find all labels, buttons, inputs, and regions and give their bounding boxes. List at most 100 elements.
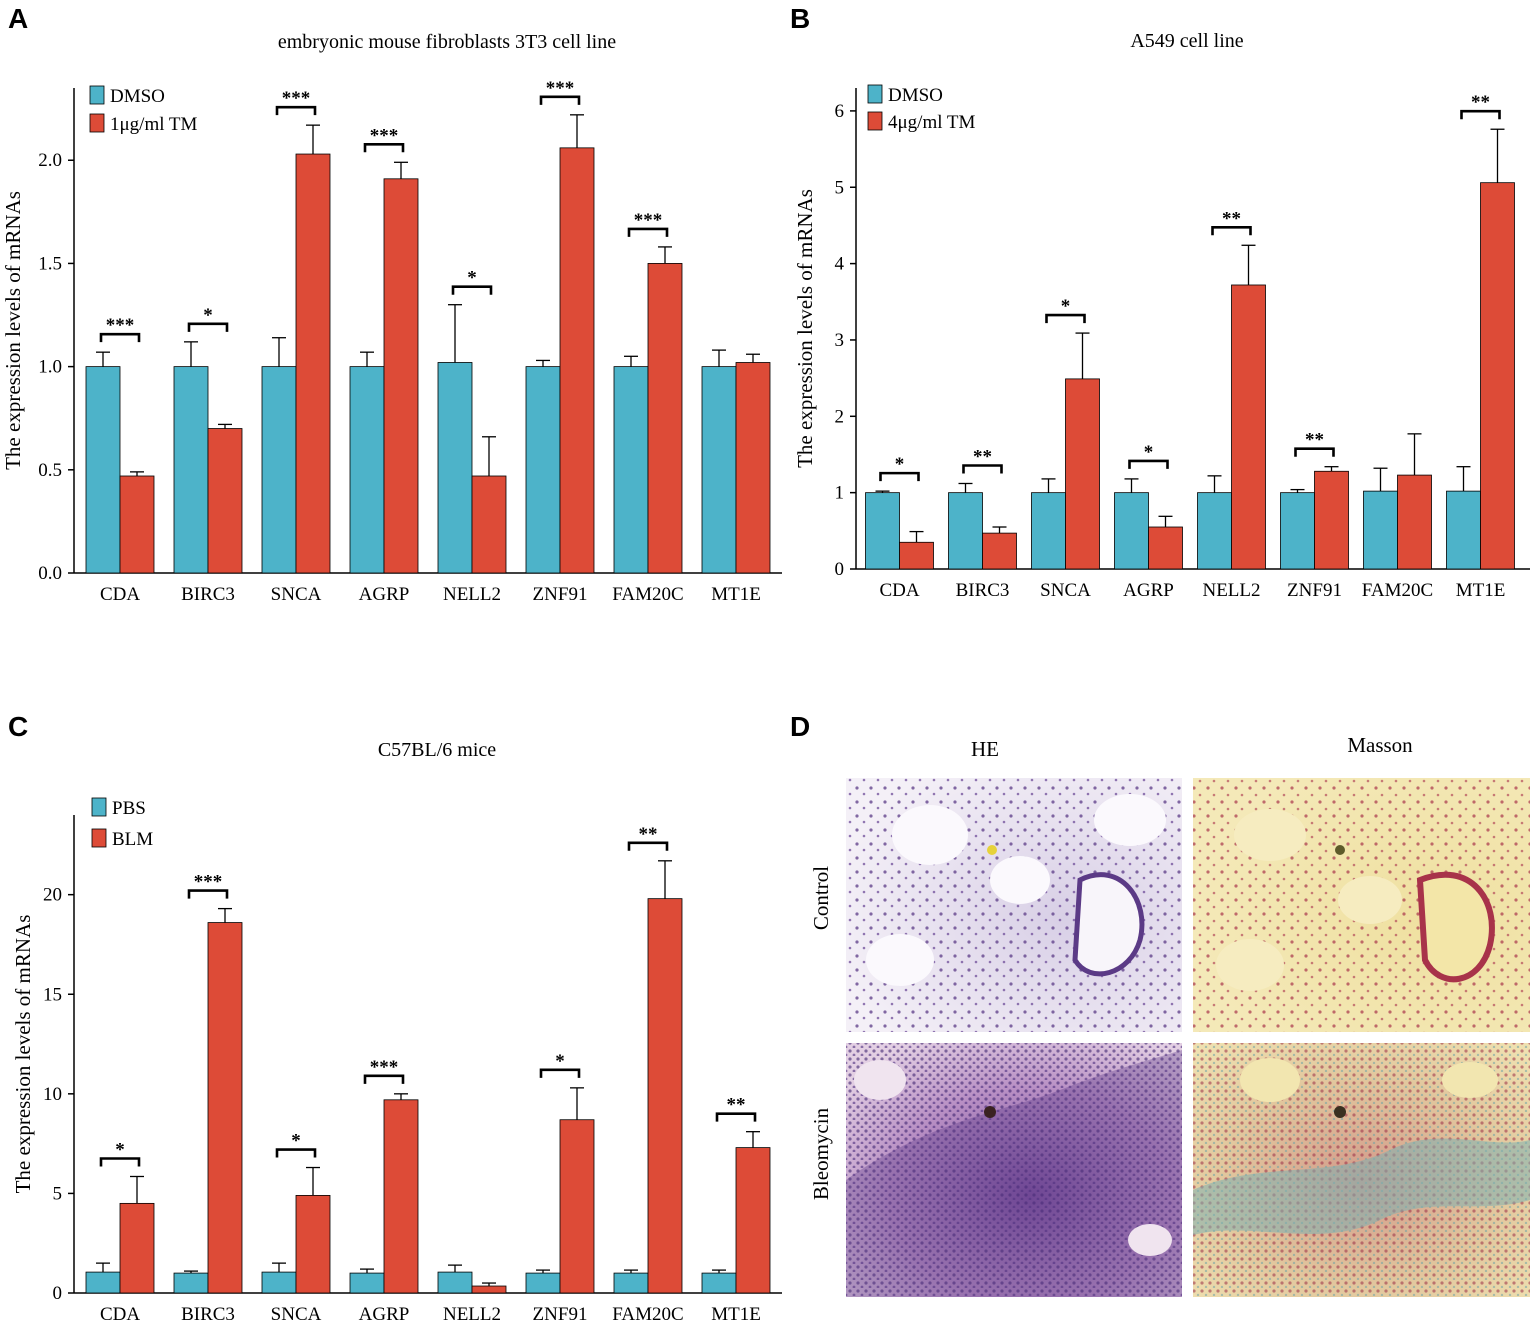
x-category-label: MT1E [711, 1304, 761, 1323]
y-tick-label: 2 [835, 406, 845, 427]
significance-bracket [1460, 109, 1501, 120]
y-axis-label: The expression levels of mRNAs [1, 191, 25, 470]
significance-bracket [1128, 459, 1169, 469]
bar-treatment [1314, 470, 1349, 570]
bar-dmso [1363, 490, 1398, 570]
x-category-label: AGRP [1123, 580, 1174, 601]
histology-row-bleomycin: Bleomycin [809, 1107, 833, 1200]
legend-label: BLM [112, 829, 153, 850]
legend-swatch [91, 828, 107, 848]
x-category-label: AGRP [359, 1304, 410, 1323]
significance-marker: * [1144, 442, 1154, 463]
chart-panel-c: C57BL/6 mice The expression levels of mRN… [11, 739, 782, 1325]
bar-dmso [437, 362, 473, 574]
significance-marker: *** [106, 315, 135, 336]
significance-bracket [715, 1112, 757, 1122]
x-category-label: CDA [100, 1304, 140, 1323]
histology-row-control: Control [809, 866, 833, 930]
bar-pbs [437, 1271, 473, 1294]
bar-treatment [559, 1119, 595, 1294]
chart-panel-b: A549 cell line The expression levels of m… [793, 30, 1530, 601]
legend-swatch [89, 85, 105, 105]
legend-label: DMSO [888, 85, 943, 106]
bar-treatment [207, 428, 243, 574]
significance-marker: * [115, 1139, 125, 1160]
x-category-label: NELL2 [443, 1304, 501, 1323]
significance-bracket [363, 1074, 405, 1084]
bar-treatment [471, 475, 507, 574]
legend-swatch [867, 84, 883, 104]
legend-swatch [867, 111, 883, 131]
bar-treatment [1480, 182, 1515, 570]
y-tick-label: 2.0 [38, 150, 62, 171]
histology-column-masson: Masson [1347, 733, 1413, 757]
panel-label-c: C [8, 711, 28, 742]
significance-bracket [879, 471, 920, 482]
significance-bracket [539, 1068, 581, 1078]
y-tick-label: 4 [835, 254, 845, 275]
significance-bracket [99, 332, 141, 343]
y-axis-label: The expression levels of mRNAs [793, 189, 817, 468]
bar-treatment [295, 1195, 331, 1294]
bar-pbs [349, 1272, 385, 1294]
bar-dmso [1031, 492, 1066, 570]
y-tick-label: 10 [43, 1084, 62, 1105]
significance-bracket [451, 285, 493, 295]
x-category-label: FAM20C [612, 584, 683, 605]
micrograph-he-bleomycin [846, 1043, 1182, 1297]
significance-marker: *** [282, 88, 311, 109]
significance-marker: * [203, 305, 213, 326]
micrograph-masson-control [1193, 778, 1530, 1032]
bar-pbs [613, 1272, 649, 1294]
significance-marker: ** [1471, 92, 1490, 113]
bar-dmso [1197, 492, 1232, 570]
legend-swatch [91, 797, 107, 817]
x-category-label: ZNF91 [533, 1304, 588, 1323]
significance-marker: * [1061, 296, 1071, 317]
x-category-label: SNCA [1040, 580, 1091, 601]
bar-dmso [1446, 490, 1481, 570]
legend-label: DMSO [110, 86, 165, 107]
significance-marker: ** [1222, 208, 1241, 229]
x-category-label: SNCA [271, 584, 322, 605]
legend-label: 1μg/ml TM [110, 114, 198, 135]
y-tick-label: 0.0 [38, 563, 62, 584]
significance-marker: * [291, 1131, 301, 1152]
significance-marker: *** [370, 125, 399, 146]
bar-treatment [295, 153, 331, 574]
bar-dmso [261, 366, 297, 574]
x-category-label: ZNF91 [533, 584, 588, 605]
x-category-label: FAM20C [612, 1304, 683, 1323]
significance-marker: ** [1305, 430, 1324, 451]
legend-label: PBS [112, 798, 146, 819]
y-tick-label: 1 [835, 483, 845, 504]
bar-pbs [173, 1272, 209, 1294]
bar-dmso [349, 366, 385, 574]
significance-marker: *** [194, 872, 223, 893]
significance-marker: *** [546, 78, 575, 99]
y-tick-label: 1.5 [38, 253, 62, 274]
bar-treatment [1231, 284, 1266, 570]
bar-treatment [207, 922, 243, 1294]
bar-pbs [261, 1271, 297, 1294]
significance-bracket [275, 1148, 317, 1158]
x-category-label: CDA [100, 584, 140, 605]
significance-marker: * [467, 268, 477, 289]
significance-marker: * [555, 1051, 565, 1072]
y-tick-label: 0 [53, 1283, 63, 1304]
bar-dmso [1114, 492, 1149, 570]
x-category-label: BIRC3 [181, 584, 235, 605]
bar-treatment [119, 1202, 155, 1294]
bar-dmso [865, 492, 900, 570]
significance-bracket [187, 889, 229, 899]
significance-bracket [1045, 313, 1086, 324]
bar-dmso [525, 366, 561, 574]
significance-bracket [539, 95, 581, 105]
significance-bracket [627, 841, 669, 851]
significance-bracket [1294, 447, 1335, 457]
bar-treatment [735, 1147, 771, 1294]
bar-treatment [647, 263, 683, 574]
x-category-label: ZNF91 [1287, 580, 1342, 601]
bar-treatment [735, 362, 771, 574]
bar-treatment [119, 475, 155, 574]
